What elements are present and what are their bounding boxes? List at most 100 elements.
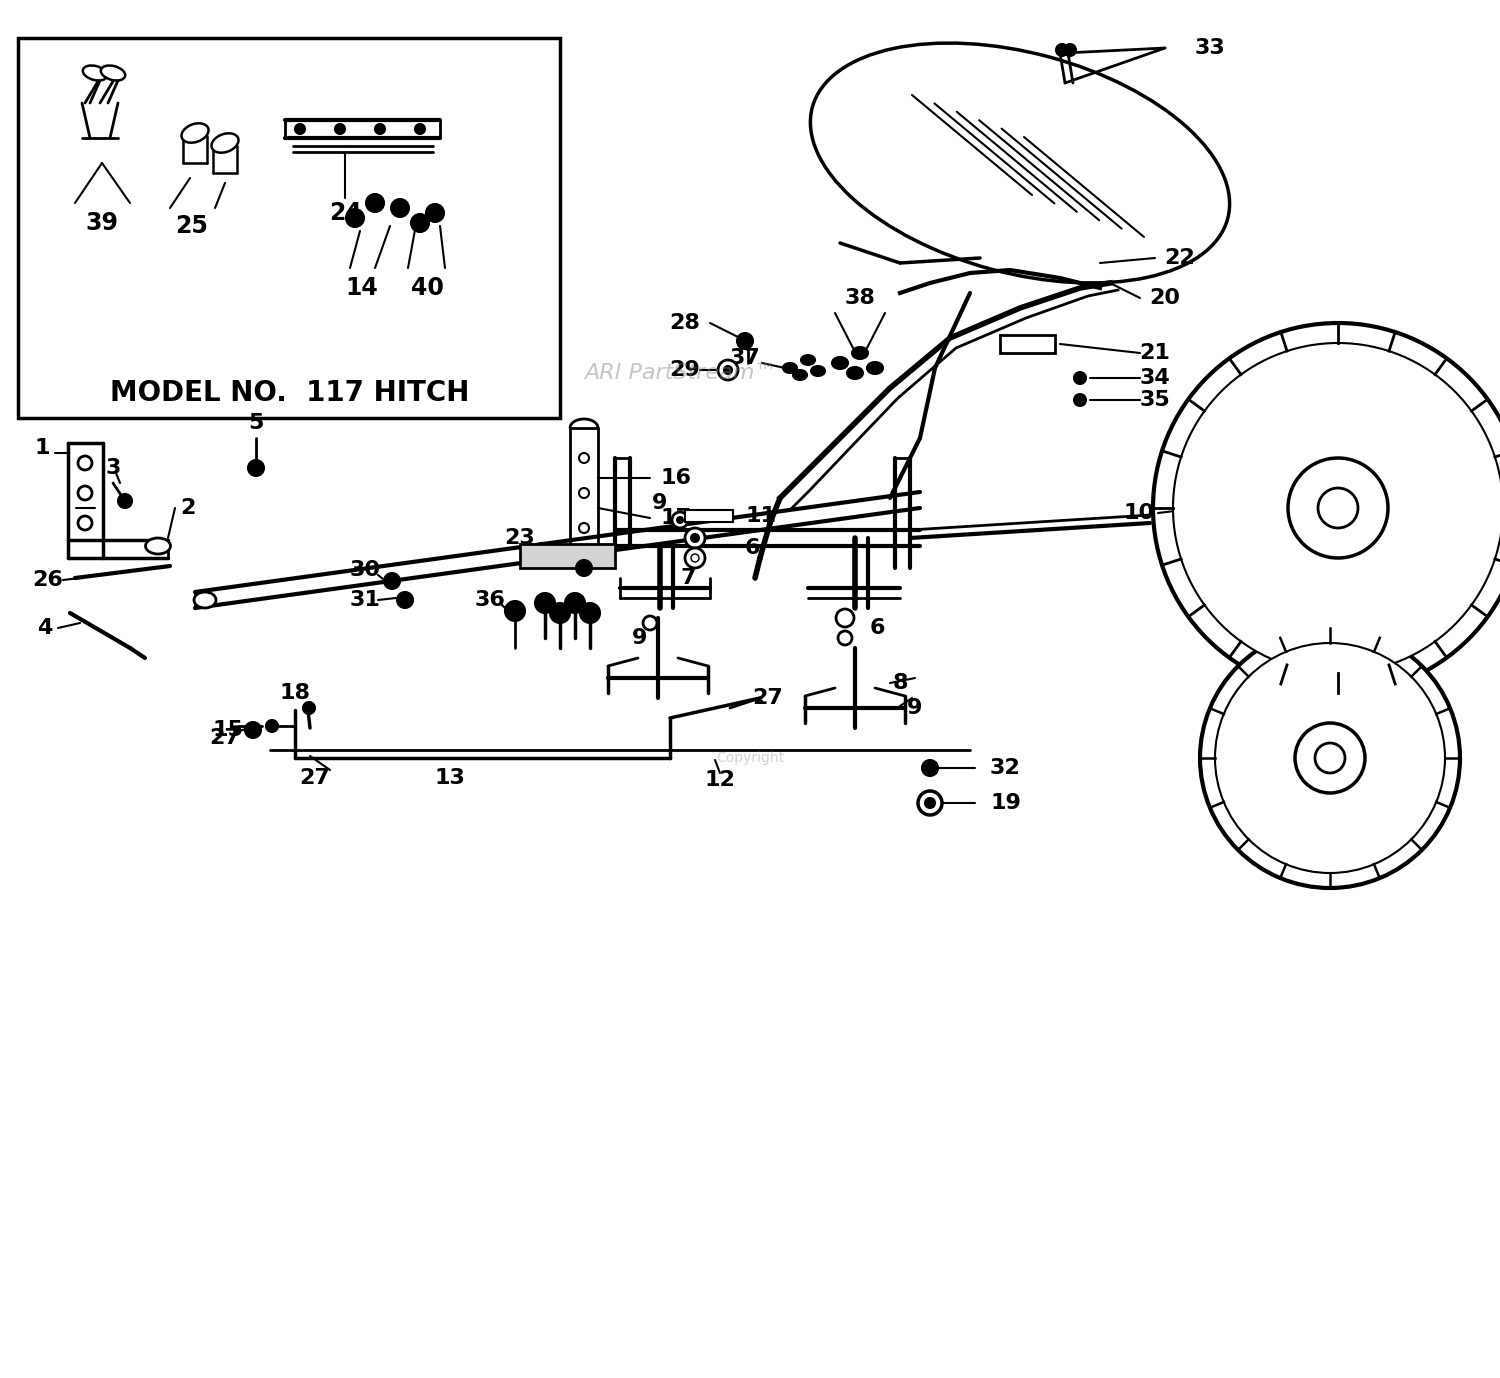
Text: 35: 35 (1140, 390, 1170, 411)
Circle shape (692, 554, 699, 562)
Ellipse shape (801, 356, 814, 365)
Circle shape (384, 573, 400, 588)
Circle shape (1074, 394, 1086, 407)
Text: 9: 9 (908, 699, 922, 718)
Ellipse shape (852, 347, 868, 360)
Circle shape (692, 535, 699, 542)
Text: 24: 24 (328, 201, 362, 225)
Circle shape (1316, 743, 1346, 773)
Text: 23: 23 (504, 528, 536, 548)
Text: 11: 11 (746, 506, 776, 526)
Circle shape (411, 214, 429, 232)
Text: 31: 31 (350, 590, 381, 610)
Ellipse shape (194, 593, 216, 608)
Text: 3: 3 (105, 457, 120, 478)
Text: 18: 18 (279, 683, 310, 703)
Circle shape (244, 722, 261, 739)
Circle shape (1294, 723, 1365, 792)
Text: 30: 30 (350, 559, 381, 580)
Circle shape (536, 593, 555, 613)
Circle shape (1056, 44, 1068, 56)
Ellipse shape (182, 123, 209, 143)
Text: 40: 40 (411, 276, 444, 300)
Text: 27: 27 (210, 728, 240, 748)
Circle shape (78, 515, 92, 531)
Text: 19: 19 (990, 792, 1022, 813)
Text: ARI PartStream™: ARI PartStream™ (584, 362, 777, 383)
Circle shape (266, 719, 278, 732)
Circle shape (566, 593, 585, 613)
Text: 33: 33 (1196, 39, 1225, 58)
Ellipse shape (867, 362, 883, 373)
Ellipse shape (82, 66, 106, 80)
Bar (18, 39, 560, 418)
Circle shape (644, 616, 657, 630)
Text: 13: 13 (435, 768, 465, 788)
Text: 6: 6 (746, 537, 760, 558)
Circle shape (576, 559, 592, 576)
Text: 9: 9 (652, 493, 668, 513)
Text: 26: 26 (33, 570, 63, 590)
Text: 37: 37 (729, 349, 760, 368)
Circle shape (580, 604, 600, 623)
Circle shape (346, 209, 364, 227)
Text: 16: 16 (660, 469, 692, 488)
Circle shape (926, 798, 934, 808)
Circle shape (78, 456, 92, 470)
Circle shape (918, 791, 942, 814)
Text: 10: 10 (1124, 503, 1155, 524)
Circle shape (579, 524, 590, 533)
Text: Copyright: Copyright (716, 751, 784, 765)
Ellipse shape (100, 66, 124, 80)
Circle shape (303, 701, 315, 714)
Text: 32: 32 (990, 758, 1022, 779)
Ellipse shape (833, 357, 848, 369)
Bar (520, 544, 615, 568)
Circle shape (375, 124, 386, 134)
Circle shape (718, 360, 738, 380)
Circle shape (724, 367, 732, 373)
Circle shape (1064, 44, 1076, 56)
Circle shape (676, 517, 682, 524)
Text: 21: 21 (1140, 343, 1170, 362)
Text: 1: 1 (34, 438, 50, 457)
Circle shape (416, 124, 424, 134)
Ellipse shape (211, 134, 238, 153)
Circle shape (426, 204, 444, 222)
Circle shape (686, 548, 705, 568)
Text: 34: 34 (1140, 368, 1170, 389)
Circle shape (78, 486, 92, 500)
Ellipse shape (783, 362, 796, 373)
Circle shape (1154, 322, 1500, 693)
Circle shape (579, 488, 590, 497)
Text: 9: 9 (633, 628, 648, 648)
Circle shape (296, 124, 304, 134)
Text: 7: 7 (680, 568, 696, 588)
Circle shape (1173, 343, 1500, 672)
Text: 22: 22 (1164, 248, 1196, 267)
Circle shape (334, 124, 345, 134)
Circle shape (366, 194, 384, 212)
Text: 5: 5 (249, 413, 264, 433)
Circle shape (736, 333, 753, 349)
Bar (686, 510, 734, 522)
Text: 36: 36 (474, 590, 506, 610)
Circle shape (398, 593, 412, 608)
Text: 12: 12 (705, 770, 735, 790)
Text: 27: 27 (753, 688, 783, 708)
Circle shape (839, 631, 852, 645)
Circle shape (1215, 644, 1444, 874)
Ellipse shape (794, 371, 807, 380)
Circle shape (118, 493, 132, 508)
Circle shape (836, 609, 854, 627)
Circle shape (1200, 628, 1460, 887)
Circle shape (392, 198, 410, 216)
Circle shape (686, 528, 705, 548)
Text: 28: 28 (669, 313, 700, 333)
Text: MODEL NO.  117 HITCH: MODEL NO. 117 HITCH (111, 379, 470, 407)
Text: 39: 39 (86, 211, 118, 236)
Circle shape (248, 460, 264, 475)
Bar (1000, 335, 1054, 353)
Circle shape (506, 601, 525, 621)
Ellipse shape (146, 537, 171, 554)
